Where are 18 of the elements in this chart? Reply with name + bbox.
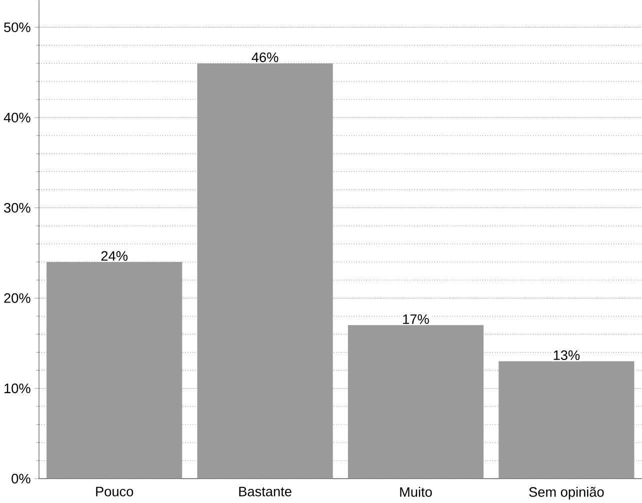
y-tick-label: 30% <box>4 202 30 213</box>
x-tick-label: Pouco <box>96 486 134 496</box>
y-tick-label: 50% <box>4 22 30 32</box>
y-tick-label: 0% <box>12 474 30 484</box>
data-label: 17% <box>403 314 429 324</box>
x-tick-label: Bastante <box>239 486 292 496</box>
bar <box>46 262 182 479</box>
x-tick-label: Muito <box>400 486 432 497</box>
data-label: 46% <box>252 52 278 62</box>
y-tick-label: 20% <box>4 293 30 303</box>
bar <box>348 325 484 479</box>
y-tick-label: 10% <box>4 384 30 394</box>
bar <box>197 63 333 479</box>
x-tick-label: Sem opinião <box>529 486 604 500</box>
data-label: 13% <box>554 350 580 360</box>
data-label: 24% <box>101 251 128 261</box>
y-tick-label: 40% <box>4 112 30 122</box>
bar <box>498 361 634 479</box>
